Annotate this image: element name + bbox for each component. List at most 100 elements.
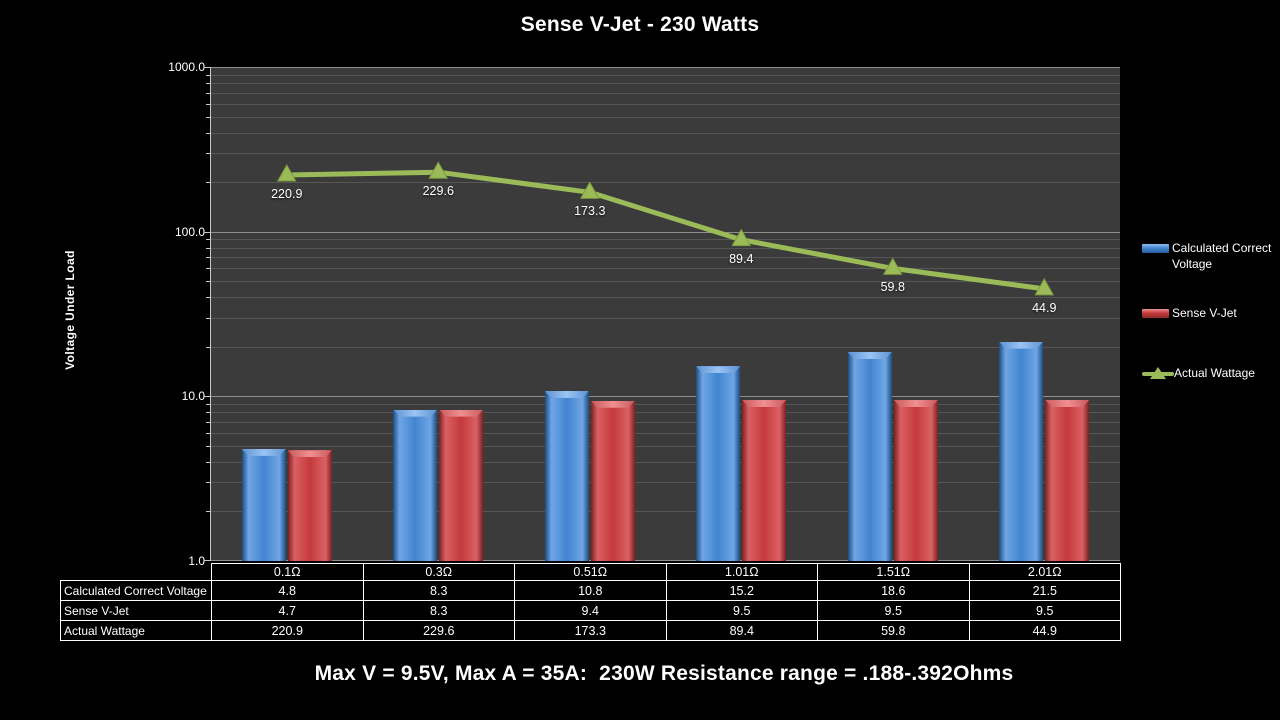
minor-gridline [211,297,1120,299]
y-axis-tick [206,317,211,319]
y-axis-tick [204,396,211,398]
y-axis-labels: 1000.0 100.0 10.0 1.0 [0,0,205,720]
major-gridline [211,231,1120,233]
wattage-line-layer [276,161,1055,296]
minor-gridline [211,268,1120,270]
table-value-cell: 4.8 [211,580,364,601]
minor-gridline [211,239,1120,241]
legend-triangle-marker-icon [1150,367,1166,379]
minor-gridline [211,445,1120,447]
table-value-cell: 9.4 [514,600,667,621]
major-gridline [211,560,1120,561]
bar-blue-1.01Ω [696,366,741,561]
legend-item-calculated-correct-voltage: Calculated Correct Voltage [1142,241,1280,272]
y-axis-tick [206,182,211,184]
minor-gridline [211,74,1120,76]
bar-blue-0.51Ω [544,390,589,561]
legend-label: Sense V-Jet [1172,306,1237,320]
y-axis-tick [206,432,211,434]
table-category-header: 2.01Ω [968,563,1121,581]
y-tick-label: 10.0 [181,389,205,404]
bar-red-0.1Ω [287,450,332,561]
minor-gridline [211,281,1120,283]
plot-area: 220.9 229.6 173.3 89.4 59.8 44.9 [204,67,1120,561]
table-value-cell: 9.5 [665,600,818,621]
bar-blue-2.01Ω [999,341,1044,561]
wattage-triangle-marker [731,228,752,247]
actual-wattage-line [284,169,1047,292]
wattage-label-layer: 220.9 229.6 173.3 89.4 59.8 44.9 [211,67,1120,561]
caption: Max V = 9.5V, Max A = 35A: 230W Resistan… [314,662,1014,685]
table-value-cell: 9.5 [968,600,1121,621]
y-axis-tick [206,92,211,94]
y-axis-tick [206,461,211,463]
y-axis-tick [206,482,211,484]
chart-title: Sense V-Jet - 230 Watts [520,13,760,36]
wattage-data-label: 229.6 [422,184,454,199]
minor-gridline [211,317,1120,319]
y-axis-tick [206,74,211,76]
minor-gridline [211,103,1120,105]
wattage-triangle-marker [428,161,449,179]
table-value-cell: 173.3 [514,620,667,641]
y-axis-tick [206,247,211,249]
bar-red-1.01Ω [742,400,787,561]
wattage-data-label: 89.4 [729,251,754,266]
table-row-label: Calculated Correct Voltage [60,580,212,601]
table-row: Sense V-Jet 4.7 8.3 9.4 9.5 9.5 9.5 [60,600,1121,621]
table-value-cell: 10.8 [514,580,667,601]
bar-red-0.51Ω [590,400,635,561]
y-axis-tick [206,412,211,414]
y-axis-tick [206,403,211,405]
wattage-data-label: 44.9 [1032,300,1057,315]
bar-red-0.3Ω [439,409,484,561]
table-value-cell: 89.4 [665,620,818,641]
bar-blue-0.1Ω [241,448,286,561]
wattage-data-label: 59.8 [880,280,905,295]
y-axis-tick [206,103,211,105]
wattage-triangle-marker [882,257,903,275]
y-axis-line [210,67,211,561]
minor-gridline [211,403,1120,405]
table-row: Calculated Correct Voltage 4.8 8.3 10.8 15.2… [60,580,1121,601]
minor-gridline [211,412,1120,414]
minor-gridline [211,247,1120,249]
bar-layer [211,67,1120,561]
minor-gridline [211,511,1120,513]
minor-gridline [211,132,1120,134]
wattage-triangle-marker [1034,277,1055,296]
table-header-row: 0.1Ω 0.3Ω 0.51Ω 1.01Ω 1.51Ω 2.01Ω [61,563,1121,581]
major-gridline [211,67,1120,68]
minor-gridline [211,432,1120,434]
table-value-cell: 9.5 [817,600,970,621]
gridline-layer [204,67,1120,561]
y-axis-tick [206,268,211,270]
y-axis-tick [206,257,211,259]
table-row-label: Actual Wattage [60,620,212,641]
y-axis-tick [206,82,211,84]
y-axis-tick [206,239,211,241]
bar-blue-0.3Ω [393,409,438,561]
table-row: Actual Wattage 220.9 229.6 173.3 89.4 59.8 44.… [60,620,1121,641]
table-value-cell: 44.9 [968,620,1121,641]
table-row-label: Sense V-Jet [60,600,212,621]
table-category-header: 1.51Ω [817,563,970,581]
y-axis-tick [204,67,211,68]
major-gridline [211,396,1120,398]
minor-gridline [211,92,1120,94]
bar-red-1.51Ω [893,400,938,561]
y-axis-tick [206,346,211,348]
minor-gridline [211,182,1120,184]
wattage-data-label: 220.9 [271,186,303,201]
table-value-cell: 8.3 [362,580,515,601]
table-category-header: 1.01Ω [665,563,818,581]
y-tick-label: 1000.0 [168,60,205,74]
wattage-data-label: 173.3 [574,204,606,219]
y-axis-tick [204,560,211,561]
y-tick-label: 1.0 [188,554,205,568]
y-axis-tick [206,511,211,513]
table-value-cell: 8.3 [362,600,515,621]
bar-blue-1.51Ω [847,351,892,561]
y-axis-tick [206,297,211,299]
table-value-cell: 4.7 [211,600,364,621]
